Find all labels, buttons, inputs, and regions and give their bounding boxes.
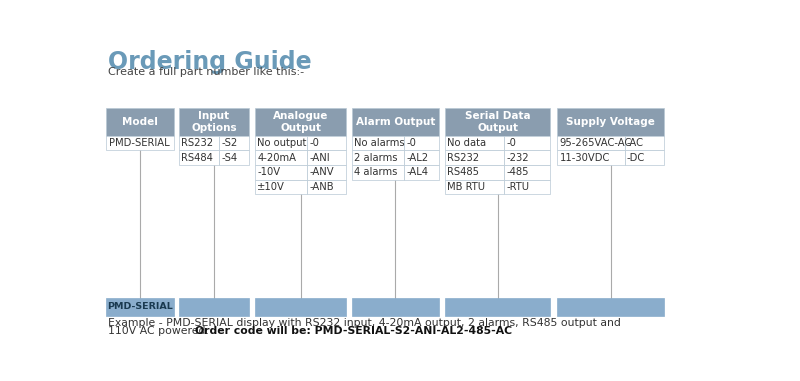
Text: RS232: RS232 [182, 138, 214, 148]
Bar [219, 136, 249, 150]
Text: -10V: -10V [258, 167, 281, 178]
Text: Example - PMD-SERIAL display with RS232 input, 4-20mA output, 2 alarms, RS485 ou: Example - PMD-SERIAL display with RS232 … [108, 317, 621, 328]
Text: -0: -0 [310, 138, 319, 148]
Text: Serial Data
Output: Serial Data Output [465, 111, 530, 133]
Bar [352, 136, 404, 150]
Bar [352, 108, 438, 136]
Text: 95-265VAC-AC: 95-265VAC-AC [559, 138, 632, 148]
Bar [179, 150, 219, 165]
Text: -ANV: -ANV [310, 167, 334, 178]
Text: RS232: RS232 [447, 153, 479, 163]
Text: -0: -0 [506, 138, 516, 148]
Bar [445, 165, 504, 180]
Text: -RTU: -RTU [506, 182, 530, 192]
Text: Model: Model [122, 117, 158, 127]
Bar [504, 150, 550, 165]
Bar [445, 298, 550, 316]
Bar [558, 108, 664, 136]
Text: Supply Voltage: Supply Voltage [566, 117, 655, 127]
Text: -AC: -AC [627, 138, 644, 148]
Bar [445, 150, 504, 165]
Bar [504, 165, 550, 180]
Bar [558, 298, 664, 316]
Bar [179, 298, 249, 316]
Bar [307, 136, 346, 150]
Text: -AL2: -AL2 [406, 153, 429, 163]
Bar [179, 108, 249, 136]
Bar [255, 180, 307, 194]
Text: No output: No output [258, 138, 306, 148]
Text: -485: -485 [506, 167, 529, 178]
Text: Ordering Guide: Ordering Guide [108, 50, 311, 74]
Bar [307, 150, 346, 165]
Text: -ANB: -ANB [310, 182, 334, 192]
Text: No alarms: No alarms [354, 138, 405, 148]
Bar [255, 150, 307, 165]
Bar [106, 298, 174, 316]
Bar [307, 180, 346, 194]
Bar [404, 150, 438, 165]
Bar [445, 108, 550, 136]
Bar [445, 180, 504, 194]
Text: -AL4: -AL4 [406, 167, 428, 178]
Text: 2 alarms: 2 alarms [354, 153, 398, 163]
Bar [445, 136, 504, 150]
Text: -DC: -DC [627, 153, 646, 163]
Text: No data: No data [447, 138, 486, 148]
Bar [179, 136, 219, 150]
Text: -ANI: -ANI [310, 153, 330, 163]
Text: ±10V: ±10V [258, 182, 285, 192]
Text: PMD-SERIAL: PMD-SERIAL [107, 302, 173, 311]
Text: Create a full part number like this:-: Create a full part number like this:- [108, 67, 304, 77]
Bar [625, 150, 664, 165]
Bar [404, 165, 438, 180]
Bar [106, 136, 174, 150]
Bar [219, 150, 249, 165]
Bar [352, 165, 404, 180]
Text: Order code will be: PMD-SERIAL-S2-ANI-AL2-485-AC: Order code will be: PMD-SERIAL-S2-ANI-AL… [194, 326, 512, 336]
Text: PMD-SERIAL: PMD-SERIAL [109, 138, 169, 148]
Text: 4-20mA: 4-20mA [258, 153, 296, 163]
Text: Alarm Output: Alarm Output [355, 117, 435, 127]
Text: 4 alarms: 4 alarms [354, 167, 398, 178]
Bar [504, 180, 550, 194]
Bar [352, 150, 404, 165]
Bar [255, 136, 307, 150]
Text: -S2: -S2 [221, 138, 238, 148]
Bar [404, 136, 438, 150]
Bar [255, 165, 307, 180]
Bar [255, 108, 346, 136]
Text: RS484: RS484 [182, 153, 214, 163]
Text: 110V AC powered.: 110V AC powered. [108, 326, 212, 336]
Text: Analogue
Output: Analogue Output [273, 111, 329, 133]
Bar [307, 165, 346, 180]
Text: -0: -0 [406, 138, 416, 148]
Bar [255, 298, 346, 316]
Bar [106, 108, 174, 136]
Text: MB RTU: MB RTU [447, 182, 486, 192]
Text: -S4: -S4 [221, 153, 238, 163]
Text: 11-30VDC: 11-30VDC [559, 153, 610, 163]
Bar [625, 136, 664, 150]
Bar [352, 298, 438, 316]
Bar [558, 150, 625, 165]
Text: -232: -232 [506, 153, 529, 163]
Bar [504, 136, 550, 150]
Bar [558, 136, 625, 150]
Text: RS485: RS485 [447, 167, 479, 178]
Text: Input
Options: Input Options [191, 111, 237, 133]
